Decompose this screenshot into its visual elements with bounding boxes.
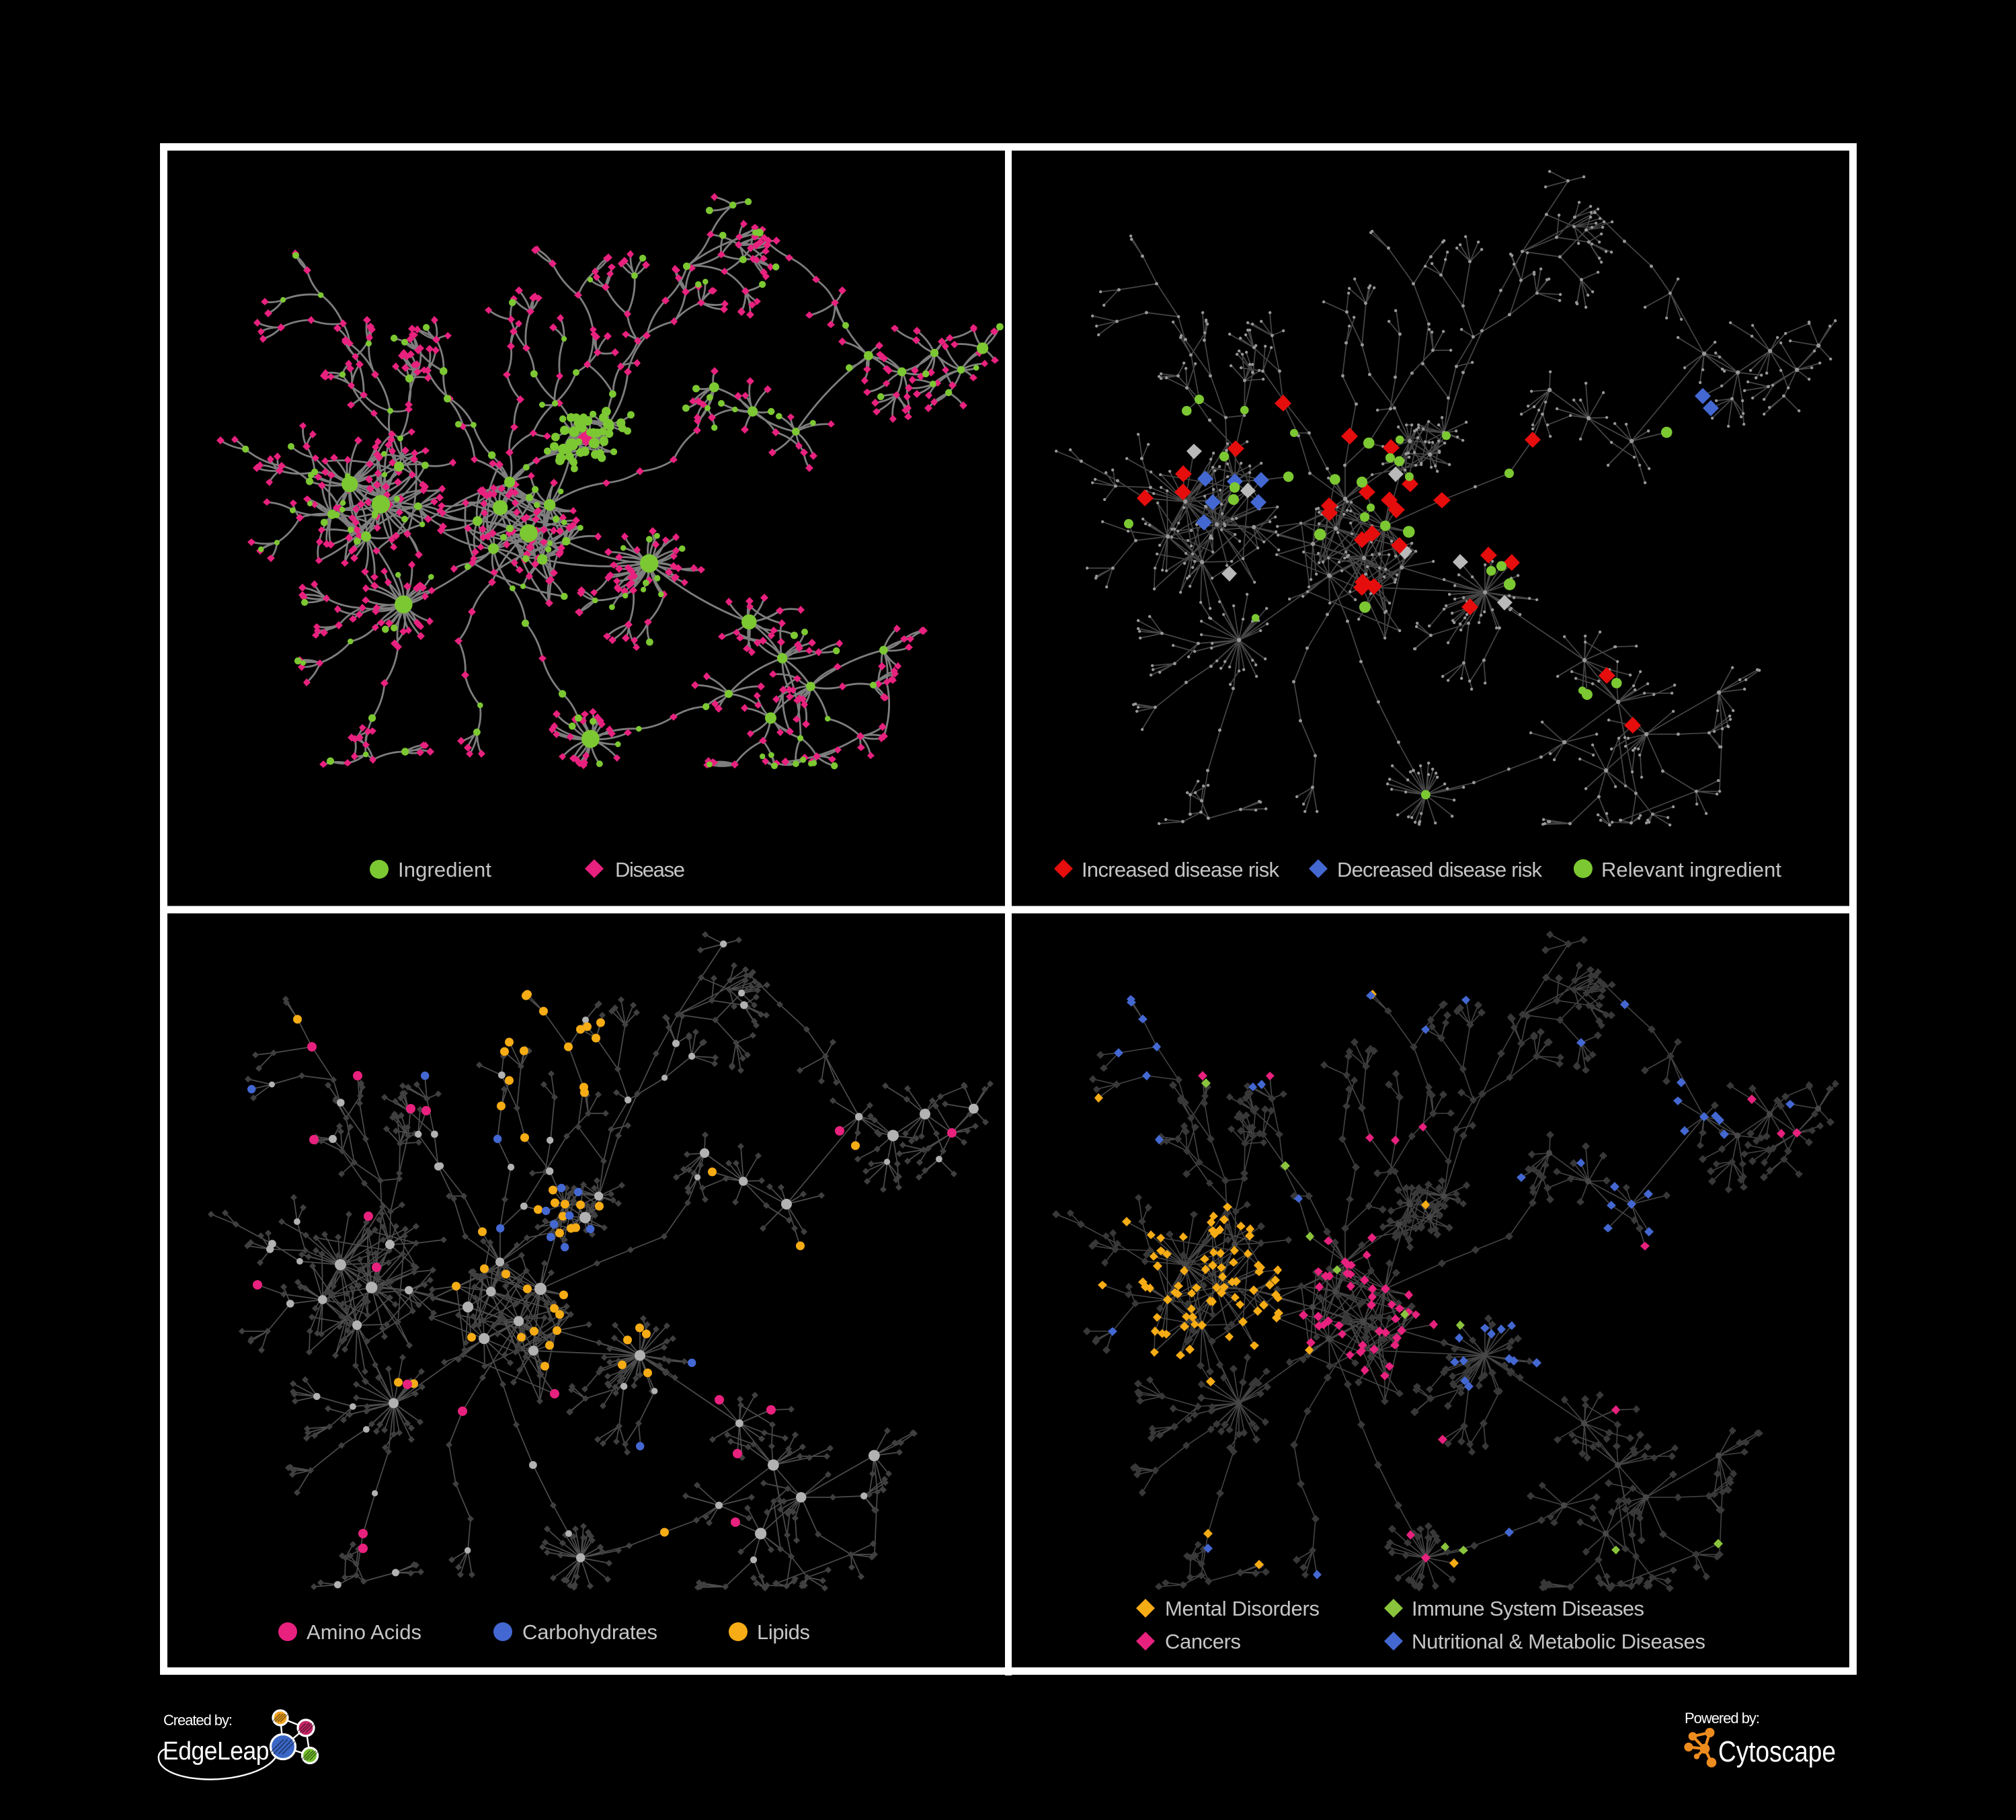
- svg-text:EdgeLeap: EdgeLeap: [163, 1737, 269, 1766]
- svg-text:Mental Disorders: Mental Disorders: [1165, 1597, 1320, 1620]
- svg-text:Powered by:: Powered by:: [1685, 1710, 1760, 1727]
- svg-text:Increased disease risk: Increased disease risk: [1082, 858, 1280, 881]
- svg-text:Nutritional & Metabolic Diseas: Nutritional & Metabolic Diseases: [1412, 1630, 1705, 1653]
- svg-text:Cancers: Cancers: [1165, 1630, 1241, 1653]
- svg-text:Immune System Diseases: Immune System Diseases: [1412, 1597, 1644, 1620]
- svg-text:Cytoscape: Cytoscape: [1718, 1735, 1836, 1768]
- svg-text:Decreased disease risk: Decreased disease risk: [1337, 858, 1543, 881]
- svg-text:Lipids: Lipids: [757, 1620, 810, 1644]
- svg-text:Created by:: Created by:: [163, 1712, 233, 1729]
- svg-text:Ingredient: Ingredient: [398, 858, 491, 881]
- svg-text:Relevant ingredient: Relevant ingredient: [1601, 858, 1781, 881]
- svg-text:Carbohydrates: Carbohydrates: [522, 1620, 657, 1644]
- svg-text:Disease: Disease: [615, 858, 685, 881]
- svg-text:Amino Acids: Amino Acids: [307, 1620, 421, 1644]
